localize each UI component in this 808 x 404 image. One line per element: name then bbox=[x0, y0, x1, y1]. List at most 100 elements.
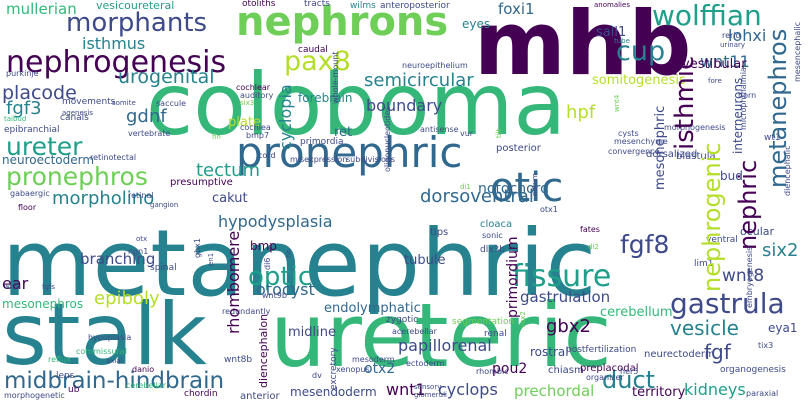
word-chordin: chordin bbox=[184, 390, 218, 399]
word-ectoderm: ectoderm bbox=[406, 360, 444, 368]
word-gastrulation: gastrulation bbox=[520, 290, 610, 305]
word-canals: canals bbox=[60, 114, 89, 123]
word-spinal: spinal bbox=[150, 264, 177, 273]
word-eyes: eyes bbox=[462, 18, 490, 30]
word-semicircular: semicircular bbox=[364, 72, 474, 90]
word-dv: dv bbox=[312, 372, 322, 380]
word-glomeruli: glomeruli bbox=[414, 392, 447, 399]
word-gabaergic: gabaergic bbox=[10, 190, 50, 198]
word-zygotic: zygotic bbox=[386, 316, 418, 325]
word-axial: axial bbox=[106, 358, 123, 365]
word-kidneys: kidneys bbox=[684, 382, 746, 398]
word-retinotectal: retinotectal bbox=[90, 154, 136, 162]
word-whole-mount: whole-mount bbox=[332, 51, 340, 104]
word-segmentation: segmentation bbox=[452, 318, 514, 327]
word-notum: notum bbox=[532, 173, 539, 196]
word-posterior: posterior bbox=[496, 144, 541, 154]
word-movements: movements bbox=[62, 98, 115, 107]
word-en1: en1 bbox=[208, 253, 215, 266]
word-postfertilization: postfertilization bbox=[566, 346, 636, 355]
word-papillorenal: papillorenal bbox=[398, 338, 492, 354]
word-ub: ub bbox=[68, 386, 79, 395]
word-isthmic: isthmic bbox=[672, 56, 698, 150]
word-renal: renal bbox=[484, 330, 507, 339]
word-wnt8b: wnt8b bbox=[224, 356, 252, 365]
word-midline: midline bbox=[288, 326, 336, 339]
word-acerebellar: acerebellar bbox=[392, 328, 437, 336]
word-presumptive: presumptive bbox=[170, 178, 233, 188]
word-mesonephric: mesonephric bbox=[654, 106, 667, 190]
word-morphogenetic: morphogenetic bbox=[4, 392, 65, 400]
word-endolymphatic: endolymphatic bbox=[324, 302, 421, 315]
word-somite: somite bbox=[112, 100, 136, 107]
word-primordium: primordium bbox=[506, 236, 520, 318]
word-bmp7: bmp7 bbox=[246, 132, 269, 140]
word-gastrula: gastrula bbox=[670, 290, 785, 318]
word-hpf: hpf bbox=[566, 104, 595, 122]
word-ngn1: ngn1 bbox=[128, 248, 148, 256]
word-pronephros: pronephros bbox=[6, 164, 148, 189]
word-tix3: tix3 bbox=[758, 342, 773, 350]
word-danio: danio bbox=[132, 366, 154, 374]
word-isthmus: isthmus bbox=[82, 36, 145, 52]
word-wnt9b: wnt9b bbox=[262, 292, 287, 300]
word-her5: her5 bbox=[620, 368, 638, 376]
word-boundary: boundary bbox=[366, 98, 442, 114]
word-wnt8: wnt8 bbox=[722, 268, 764, 285]
word-gbx2: gbx2 bbox=[546, 318, 591, 336]
word-hypoplasia: hypoplasia bbox=[88, 334, 131, 342]
word-cerebellum: cerebellum bbox=[600, 306, 673, 319]
word-convergence: convergence bbox=[608, 148, 660, 156]
word-nephric: nephric bbox=[736, 160, 760, 250]
word-organizer: organizer bbox=[586, 374, 624, 382]
word-six2: six2 bbox=[762, 242, 798, 260]
word-sensory: sensory bbox=[414, 384, 441, 391]
word-rhombomere: rhombomere bbox=[226, 231, 242, 334]
word-prechordal: prechordal bbox=[514, 384, 594, 399]
word-embryogenesis: embryogenesis bbox=[746, 247, 754, 308]
word-fgfs: fgfs bbox=[42, 284, 55, 291]
word-retinal: retinal bbox=[128, 192, 154, 200]
word-morphants: morphants bbox=[66, 10, 207, 36]
word-dlx2: di2 bbox=[588, 244, 599, 251]
word-territory: territory bbox=[632, 386, 685, 399]
word-otx: otx bbox=[136, 236, 147, 243]
word-tube: tube bbox=[614, 38, 630, 45]
word-fgf8: fgf8 bbox=[620, 232, 669, 257]
word-urinary: urinary bbox=[720, 42, 745, 49]
word-saccule: saccule bbox=[156, 100, 186, 108]
word-cloaca: cloaca bbox=[480, 220, 512, 230]
word-vesicle: vesicle bbox=[670, 318, 739, 338]
word-mesoderm: mesoderm bbox=[352, 356, 395, 364]
word-epiboly: epiboly bbox=[94, 290, 160, 308]
word-tips: tips bbox=[430, 228, 448, 238]
word-forebrain: forebrain bbox=[298, 92, 352, 104]
word-diencephalic: diencephalic bbox=[784, 145, 792, 196]
word-neuroectoderm: neuroectoderm bbox=[2, 154, 94, 166]
word-organogenesis: organogenesis bbox=[720, 366, 786, 375]
word-epibranchial: epibranchial bbox=[4, 126, 60, 135]
word-anterior: anterior bbox=[240, 392, 280, 402]
word-tracts: tracts bbox=[304, 0, 330, 9]
word-vertebrate: vertebrate bbox=[128, 130, 170, 138]
word-vesicoureteral: vesicoureteral bbox=[96, 0, 174, 11]
word-xenopus: xenopus bbox=[336, 366, 370, 374]
word-purkinje: purkinje bbox=[6, 70, 39, 78]
word-paraxial: paraxial bbox=[746, 390, 778, 398]
word-fin: fin bbox=[212, 134, 221, 141]
word-primordia: primordia bbox=[300, 138, 343, 147]
word-diencephalon: diencephalon bbox=[258, 314, 269, 388]
word-chiasm: chiasm bbox=[548, 366, 584, 376]
word-gdnf: gdnf bbox=[126, 108, 167, 126]
word-wnt4: wnt4 bbox=[614, 95, 621, 112]
word-bmp: bmp bbox=[250, 240, 277, 252]
word-hypodysplasia: hypodysplasia bbox=[218, 214, 333, 230]
word-anteroposterior: anteroposterior bbox=[380, 2, 450, 11]
word-rhombic: rhombic bbox=[476, 368, 509, 376]
word-cord: cord bbox=[258, 152, 276, 160]
word-gbx1: gbx1 bbox=[194, 238, 202, 258]
word-wilms: wilms bbox=[350, 2, 376, 11]
word-six3: six3 bbox=[240, 100, 254, 107]
word-cerebellar: cerebellar bbox=[126, 382, 166, 390]
word-sonic: sonic bbox=[482, 232, 503, 240]
